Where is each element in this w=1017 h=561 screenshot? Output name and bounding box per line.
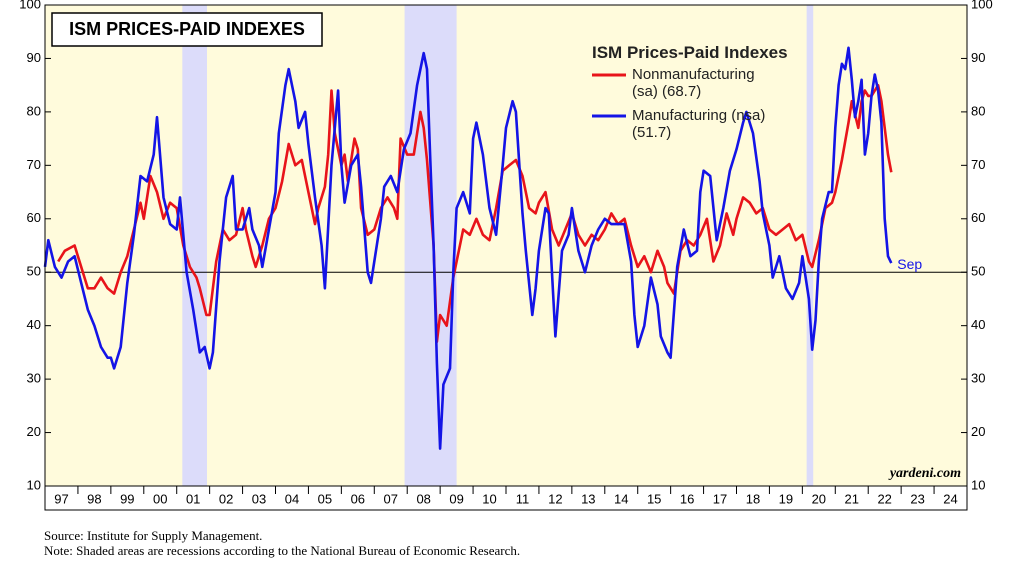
legend-label: Nonmanufacturing (sa) (68.7) xyxy=(632,66,755,100)
legend-title: ISM Prices-Paid Indexes xyxy=(592,43,788,62)
x-tick-label: 98 xyxy=(87,491,101,506)
y-tick-label: 30 xyxy=(27,371,41,386)
y-tick-label: 90 xyxy=(27,50,41,65)
recession-band xyxy=(404,5,457,486)
chart-title: ISM PRICES-PAID INDEXES xyxy=(69,19,305,39)
y2-tick-label: 60 xyxy=(971,210,985,225)
x-tick-label: 23 xyxy=(910,491,924,506)
y-tick-label: 40 xyxy=(27,317,41,332)
source: Source: Institute for Supply Management. xyxy=(44,528,263,543)
y2-tick-label: 90 xyxy=(971,50,985,65)
x-tick-label: 19 xyxy=(779,491,793,506)
recession-band xyxy=(182,5,208,486)
y2-tick-label: 80 xyxy=(971,103,985,118)
y-tick-label: 60 xyxy=(27,210,41,225)
x-tick-label: 15 xyxy=(647,491,661,506)
x-tick-label: 18 xyxy=(746,491,760,506)
y2-tick-label: 30 xyxy=(971,371,985,386)
x-tick-label: 11 xyxy=(516,491,530,506)
x-tick-label: 08 xyxy=(416,491,430,506)
y2-tick-label: 20 xyxy=(971,424,985,439)
y-tick-label: 10 xyxy=(27,477,41,492)
x-tick-label: 04 xyxy=(285,491,299,506)
title-box xyxy=(51,12,323,47)
y-tick-label: 20 xyxy=(27,424,41,439)
series-line xyxy=(57,83,893,344)
y2-tick-label: 70 xyxy=(971,157,985,172)
x-tick-label: 97 xyxy=(54,491,68,506)
x-tick-label: 21 xyxy=(845,491,859,506)
x-tick-label: 02 xyxy=(219,491,233,506)
legend-label: Manufacturing (nsa) (51.7) xyxy=(632,107,766,141)
x-tick-label: 17 xyxy=(713,491,727,506)
x-tick-label: 00 xyxy=(153,491,167,506)
y2-tick-label: 10 xyxy=(971,477,985,492)
x-tick-label: 09 xyxy=(449,491,463,506)
x-tick-label: 05 xyxy=(318,491,332,506)
x-tick-label: 99 xyxy=(120,491,134,506)
x-tick-label: 16 xyxy=(680,491,694,506)
y2-tick-label: 40 xyxy=(971,317,985,332)
y-tick-label: 100 xyxy=(19,0,41,11)
x-tick-label: 01 xyxy=(186,491,200,506)
watermark: yardeni.com xyxy=(888,466,961,481)
recession-band xyxy=(806,5,814,486)
x-tick-label: 12 xyxy=(548,491,562,506)
x-tick-label: 07 xyxy=(384,491,398,506)
x-tick-label: 13 xyxy=(581,491,595,506)
note: Note: Shaded areas are recessions accord… xyxy=(44,543,521,558)
y-tick-label: 50 xyxy=(27,264,41,279)
y-tick-label: 80 xyxy=(27,103,41,118)
x-tick-label: 20 xyxy=(812,491,826,506)
annotation: Sep xyxy=(897,256,922,272)
x-tick-label: 22 xyxy=(877,491,891,506)
x-tick-label: 06 xyxy=(351,491,365,506)
plot-frame xyxy=(44,4,968,487)
y-tick-label: 70 xyxy=(27,157,41,172)
x-tick-label: 14 xyxy=(614,491,628,506)
x-tick-label: 03 xyxy=(252,491,266,506)
y2-tick-label: 50 xyxy=(971,264,985,279)
y2-tick-label: 100 xyxy=(971,0,993,11)
x-tick-label: 24 xyxy=(943,491,957,506)
series-line xyxy=(43,46,893,450)
x-tick-label: 10 xyxy=(482,491,496,506)
